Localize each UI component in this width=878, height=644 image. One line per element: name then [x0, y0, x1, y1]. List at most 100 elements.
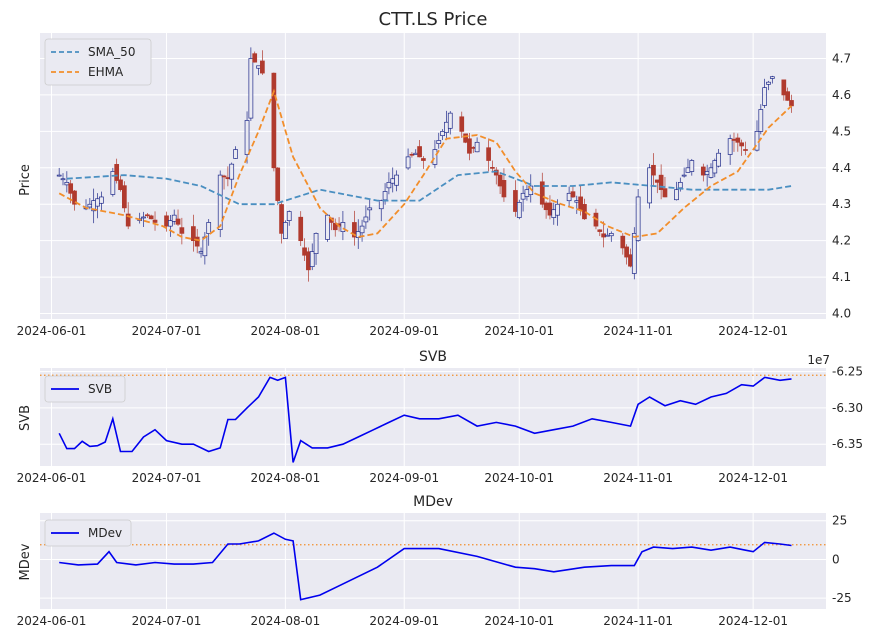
mdev-chart-title: MDev [413, 494, 453, 510]
legend-label-sma50: SMA_50 [88, 45, 135, 59]
candle-body [394, 174, 399, 186]
mdev-y-axis-label: MDev [18, 543, 33, 580]
series-line-sma50 [66, 170, 792, 206]
candle-body [654, 179, 660, 183]
candle-body [766, 81, 771, 85]
candle-body [56, 174, 62, 177]
candle-body [624, 246, 629, 258]
y-tick-label: 4.4 [832, 161, 851, 175]
candle-body [731, 138, 737, 141]
series-line-ehma [58, 88, 793, 242]
candle-body [539, 181, 545, 205]
candle-body [286, 211, 292, 221]
candle-body [60, 178, 66, 181]
candle-body [409, 153, 415, 156]
candle-body [631, 233, 637, 274]
candle-body [470, 147, 476, 149]
candle-body [98, 196, 104, 204]
candle-body [217, 174, 223, 230]
candle-body [87, 203, 93, 208]
candle-body [206, 222, 212, 234]
candle-body [608, 233, 614, 237]
candle-body [681, 174, 687, 177]
candle-body [175, 218, 181, 225]
candle-body [248, 58, 254, 119]
candle-body [758, 109, 764, 132]
candle-body [125, 213, 131, 227]
candle-body [674, 189, 679, 201]
candle-body [390, 178, 396, 184]
price-y-axis-label: Price [18, 164, 33, 196]
legend-label-svb: SVB [88, 382, 112, 396]
candle-body [363, 216, 369, 223]
mdev-legend-box [44, 519, 132, 547]
x-tick-label: 2024-11-01 [603, 614, 673, 628]
x-tick-label: 2024-06-01 [17, 324, 87, 338]
svb-offset-text: 1e7 [807, 353, 830, 367]
candle-body [298, 216, 304, 242]
candle-body [152, 219, 158, 223]
candle-body [332, 222, 338, 231]
y-tick-label: 0 [832, 552, 840, 566]
candle-body [122, 185, 127, 209]
candle-body [325, 214, 330, 240]
candle-body [302, 247, 307, 256]
candle-body [651, 164, 656, 176]
candle-body [118, 179, 123, 191]
svb-chart-title: SVB [419, 349, 447, 365]
candle-body [198, 251, 204, 254]
y-tick-label: 4.7 [832, 52, 851, 66]
candle-body [547, 202, 553, 216]
candle-body [244, 120, 250, 155]
candle-body [463, 133, 468, 143]
x-tick-label: 2024-08-01 [251, 324, 321, 338]
x-tick-label: 2024-11-01 [603, 471, 673, 485]
candle-body [769, 76, 775, 79]
candle-body [708, 167, 714, 178]
mdev-legend: MDev [44, 519, 132, 547]
candle-body [440, 131, 445, 137]
candle-body [447, 112, 453, 129]
x-tick-label: 2024-11-01 [603, 324, 673, 338]
y-tick-label: 4.1 [832, 270, 851, 284]
svb-plot-area [40, 368, 826, 466]
candle-body [432, 149, 438, 165]
x-tick-label: 2024-12-01 [718, 471, 788, 485]
x-tick-label: 2024-10-01 [484, 324, 554, 338]
x-tick-label: 2024-08-01 [251, 614, 321, 628]
y-tick-label: 4.0 [832, 307, 851, 321]
candle-body [501, 180, 507, 198]
svb-legend: SVB [44, 375, 126, 403]
x-tick-label: 2024-10-01 [484, 614, 554, 628]
candle-body [417, 146, 422, 158]
series-line-mdev [59, 532, 792, 601]
candle-body [486, 147, 491, 161]
candle-body [191, 226, 196, 242]
candle-body [570, 191, 576, 198]
candle-body [405, 156, 411, 169]
candle-body [225, 177, 231, 180]
candle-body [306, 251, 311, 271]
candle-body [260, 60, 265, 74]
candle-body [64, 182, 70, 186]
candle-body [444, 121, 449, 133]
candle-body [359, 225, 365, 234]
candle-body [781, 79, 787, 96]
candle-body [578, 196, 583, 211]
svb-legend-box [44, 375, 126, 403]
mdev-plot-area [40, 513, 826, 609]
candle-body [252, 53, 258, 63]
candle-body [524, 189, 530, 197]
price-plot-area [40, 33, 826, 319]
x-tick-label: 2024-09-01 [369, 324, 439, 338]
candle-body [221, 175, 227, 178]
candle-body [378, 200, 384, 210]
x-tick-label: 2024-09-01 [369, 471, 439, 485]
candle-body [658, 174, 664, 191]
candle-body [367, 207, 373, 211]
candle-body [114, 164, 120, 181]
candle-body [309, 251, 315, 268]
x-tick-label: 2024-07-01 [132, 324, 202, 338]
candle-body [436, 140, 442, 144]
series-line-svb [58, 376, 792, 463]
